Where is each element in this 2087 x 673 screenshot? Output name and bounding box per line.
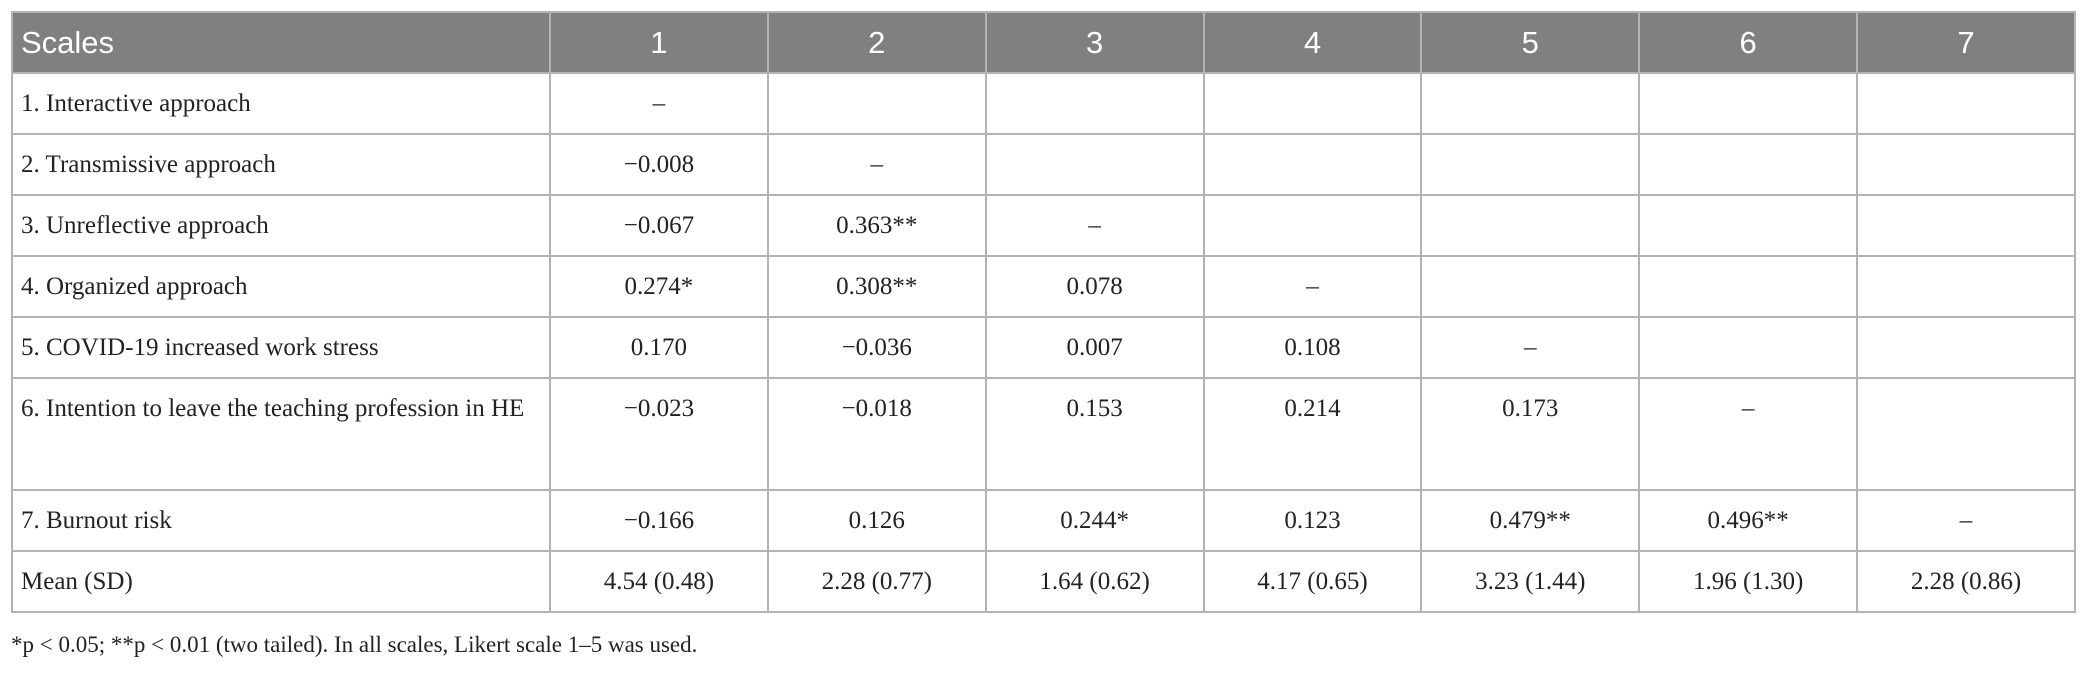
value-cell: 2.28 (0.86) — [1856, 550, 2076, 613]
table-row: 6. Intention to leave the teaching profe… — [11, 377, 2076, 491]
header-cell: 4 — [1202, 11, 1423, 74]
empty-cell — [1202, 133, 1423, 196]
header-cell: 3 — [984, 11, 1205, 74]
value-cell: – — [549, 72, 769, 135]
value-cell: 0.244* — [984, 489, 1205, 552]
value-cell: 0.126 — [766, 489, 987, 552]
value-cell: 0.078 — [984, 255, 1205, 318]
value-cell: – — [766, 133, 987, 196]
table-row: 5. COVID-19 increased work stress 0.170 −0… — [11, 316, 2076, 379]
value-cell: 0.153 — [984, 377, 1205, 491]
value-cell: 0.108 — [1202, 316, 1423, 379]
value-cell: 0.170 — [549, 316, 769, 379]
table-row: 7. Burnout risk −0.166 0.126 0.244* 0.123 0.4… — [11, 489, 2076, 552]
empty-cell — [1856, 133, 2076, 196]
value-cell: −0.067 — [549, 194, 769, 257]
header-cell: 7 — [1856, 11, 2076, 74]
empty-cell — [1420, 133, 1641, 196]
empty-cell — [1856, 194, 2076, 257]
value-cell: 0.496** — [1638, 489, 1859, 552]
value-cell: 1.96 (1.30) — [1638, 550, 1859, 613]
value-cell: 0.479** — [1420, 489, 1641, 552]
empty-cell — [1420, 255, 1641, 318]
empty-cell — [1202, 72, 1423, 135]
header-cell: 5 — [1420, 11, 1641, 74]
value-cell: −0.036 — [766, 316, 987, 379]
table-row: Mean (SD) 4.54 (0.48) 2.28 (0.77) 1.64 (0.6… — [11, 550, 2076, 613]
value-cell: 1.64 (0.62) — [984, 550, 1205, 613]
header-cell: 2 — [766, 11, 987, 74]
header-cell: 6 — [1638, 11, 1859, 74]
value-cell: −0.023 — [549, 377, 769, 491]
value-cell: 3.23 (1.44) — [1420, 550, 1641, 613]
correlation-table: Scales 1 2 3 4 5 6 7 1. Interactive approach –2.… — [11, 11, 2076, 613]
empty-cell — [1856, 377, 2076, 491]
empty-cell — [1202, 194, 1423, 257]
table-row: 2. Transmissive approach −0.008– — [11, 133, 2076, 196]
value-cell: 0.308** — [766, 255, 987, 318]
table-row: 3. Unreflective approach −0.067 0.363** – — [11, 194, 2076, 257]
value-cell: 4.17 (0.65) — [1202, 550, 1423, 613]
value-cell: 2.28 (0.77) — [766, 550, 987, 613]
empty-cell — [1856, 72, 2076, 135]
empty-cell — [984, 72, 1205, 135]
empty-cell — [1638, 194, 1859, 257]
row-label: 3. Unreflective approach — [11, 194, 551, 257]
row-label: Mean (SD) — [11, 550, 551, 613]
value-cell: −0.166 — [549, 489, 769, 552]
value-cell: – — [1856, 489, 2076, 552]
empty-cell — [1638, 133, 1859, 196]
value-cell: 0.173 — [1420, 377, 1641, 491]
value-cell: 0.123 — [1202, 489, 1423, 552]
empty-cell — [1420, 72, 1641, 135]
row-label: 5. COVID-19 increased work stress — [11, 316, 551, 379]
header-cell: Scales — [11, 11, 551, 74]
row-label: 1. Interactive approach — [11, 72, 551, 135]
header-row: Scales 1 2 3 4 5 6 7 — [11, 11, 2076, 74]
value-cell: – — [1638, 377, 1859, 491]
value-cell: −0.018 — [766, 377, 987, 491]
row-label: 2. Transmissive approach — [11, 133, 551, 196]
value-cell: 0.363** — [766, 194, 987, 257]
value-cell: – — [1202, 255, 1423, 318]
value-cell: 4.54 (0.48) — [549, 550, 769, 613]
value-cell: 0.007 — [984, 316, 1205, 379]
footnote: *p < 0.05; **p < 0.01 (two tailed). In a… — [11, 632, 698, 657]
value-cell: – — [984, 194, 1205, 257]
row-label: 4. Organized approach — [11, 255, 551, 318]
row-label: 7. Burnout risk — [11, 489, 551, 552]
empty-cell — [766, 72, 987, 135]
empty-cell — [1638, 255, 1859, 318]
value-cell: 0.274* — [549, 255, 769, 318]
empty-cell — [1856, 316, 2076, 379]
empty-cell — [984, 133, 1205, 196]
value-cell: −0.008 — [549, 133, 769, 196]
table-row: 1. Interactive approach – — [11, 72, 2076, 135]
empty-cell — [1638, 72, 1859, 135]
value-cell: 0.214 — [1202, 377, 1423, 491]
value-cell: – — [1420, 316, 1641, 379]
empty-cell — [1420, 194, 1641, 257]
header-cell: 1 — [549, 11, 769, 74]
empty-cell — [1638, 316, 1859, 379]
row-label: 6. Intention to leave the teaching profe… — [11, 377, 551, 491]
table-row: 4. Organized approach 0.274* 0.308** 0.078– — [11, 255, 2076, 318]
empty-cell — [1856, 255, 2076, 318]
